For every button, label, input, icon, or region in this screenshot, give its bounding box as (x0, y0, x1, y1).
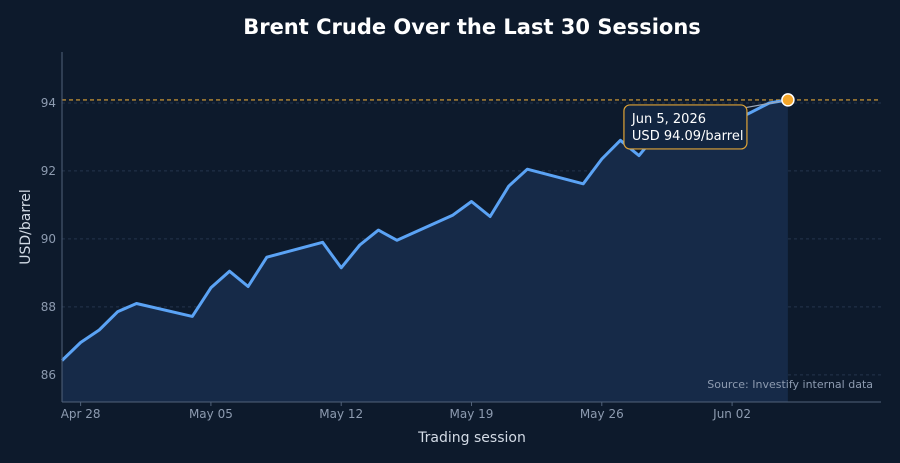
y-axis-label: USD/barrel (18, 189, 34, 265)
y-tick-label: 92 (41, 164, 56, 178)
data-point (470, 200, 473, 203)
data-point (358, 244, 361, 247)
data-point (582, 182, 585, 185)
data-point (396, 239, 399, 242)
data-point (247, 285, 250, 288)
x-tick-label: May 12 (319, 407, 363, 421)
latest-point-marker (781, 93, 795, 107)
x-axis-label: Trading session (417, 430, 526, 446)
data-point (228, 270, 231, 273)
data-point (321, 241, 324, 244)
data-point (340, 266, 343, 269)
source-note: Source: Investify internal data (707, 378, 873, 391)
data-point (135, 302, 138, 305)
data-point (507, 185, 510, 188)
tooltip-box (623, 104, 748, 150)
y-tick-label: 88 (41, 300, 56, 314)
y-tick-label: 90 (41, 232, 56, 246)
x-tick-label: May 26 (580, 407, 624, 421)
data-point (98, 329, 101, 332)
data-point (600, 158, 603, 161)
y-tick-labels: 86 88 90 92 94 (41, 96, 56, 382)
data-point (265, 256, 268, 259)
tooltip-value: USD 94.09/barrel (632, 129, 744, 144)
data-point (209, 286, 212, 289)
x-tick-label: Jun 02 (712, 407, 751, 421)
x-tick-label: May 05 (189, 407, 233, 421)
data-point (638, 154, 641, 157)
x-tick-label: Apr 28 (61, 407, 101, 421)
chart-title: Brent Crude Over the Last 30 Sessions (243, 15, 701, 39)
latest-value-tooltip: Jun 5, 2026 USD 94.09/barrel (623, 100, 784, 150)
data-point (489, 215, 492, 218)
data-point (749, 111, 752, 114)
price-area-fill (62, 99, 788, 403)
data-point (619, 139, 622, 142)
data-point (116, 310, 119, 313)
data-point (451, 214, 454, 217)
data-point (377, 229, 380, 232)
y-tick-label: 86 (41, 368, 56, 382)
x-tick-label: May 19 (450, 407, 494, 421)
y-tick-label: 94 (41, 96, 56, 110)
data-point (79, 341, 82, 344)
tooltip-date: Jun 5, 2026 (631, 112, 706, 127)
data-point (191, 315, 194, 318)
data-point (526, 168, 529, 171)
x-tick-labels: Apr 28 May 05 May 12 May 19 May 26 Jun 02 (61, 402, 751, 421)
